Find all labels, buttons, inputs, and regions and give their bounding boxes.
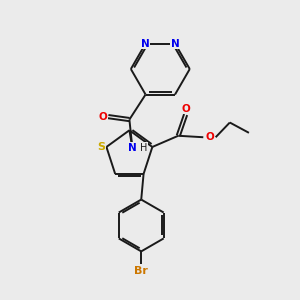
Text: N: N <box>141 38 150 49</box>
Text: H: H <box>140 142 147 152</box>
Text: O: O <box>206 132 214 142</box>
Text: S: S <box>97 142 105 152</box>
Text: N: N <box>171 38 179 49</box>
Text: O: O <box>181 104 190 114</box>
Text: Br: Br <box>134 266 148 276</box>
Text: O: O <box>98 112 107 122</box>
Text: N: N <box>128 142 137 152</box>
